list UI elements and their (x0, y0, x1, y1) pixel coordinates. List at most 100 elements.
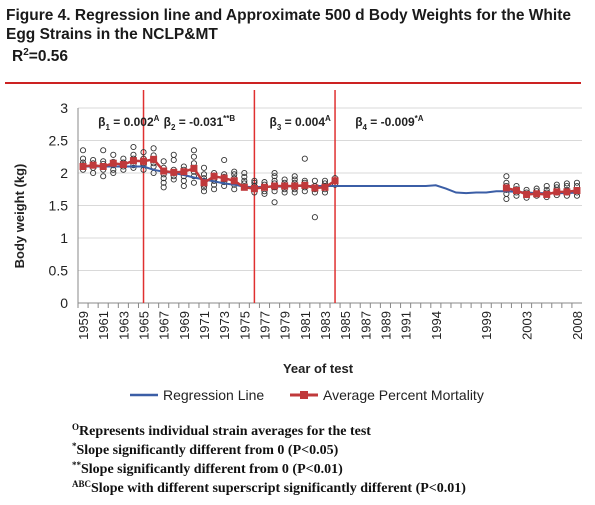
footnote-2: **Slope significantly different from 0 (… (72, 460, 343, 478)
title-divider (5, 82, 581, 84)
strain-point (241, 169, 248, 177)
footnote-2-text: Slope significantly different from 0 (P<… (81, 462, 343, 477)
x-tick-label: 1991 (399, 311, 414, 340)
strain-point (301, 155, 308, 162)
x-tick-label: 1994 (429, 311, 444, 340)
average-marker (533, 190, 541, 198)
average-marker (180, 168, 188, 176)
x-tick-label: 2003 (520, 311, 535, 340)
x-tick-label: 1981 (298, 311, 313, 340)
average-marker (170, 168, 178, 176)
average-marker (119, 161, 127, 169)
legend-average-label: Average Percent Mortality (323, 387, 484, 403)
x-tick-label: 1999 (479, 311, 494, 340)
strain-point (200, 171, 208, 178)
average-marker (281, 182, 289, 190)
strain-point (130, 151, 137, 158)
strain-point (200, 188, 208, 195)
segment-label-beta: β (270, 115, 277, 129)
average-marker (99, 163, 107, 170)
average-marker (291, 182, 299, 190)
x-tick-label: 1965 (137, 311, 152, 340)
y-tick-label: 1 (60, 230, 68, 246)
average-marker (250, 185, 258, 193)
average-marker (230, 177, 238, 185)
x-tick-label: 1985 (338, 311, 353, 340)
segment-label-subscript: 2 (171, 123, 176, 132)
average-marker (200, 179, 208, 187)
x-tick-label: 1987 (358, 311, 373, 340)
average-marker (543, 190, 551, 198)
y-axis-title: Body weight (kg) (12, 164, 27, 269)
x-tick-label: 1989 (378, 311, 393, 340)
strain-point (190, 179, 197, 186)
x-tick-label: 1977 (257, 311, 272, 340)
strain-point (311, 177, 318, 184)
strain-point (100, 147, 107, 154)
average-marker (89, 161, 97, 169)
segment-slope-labels: β1 = 0.002A β2 = -0.031**B β3 = 0.004A β4 =… (98, 114, 424, 132)
strain-point (160, 179, 167, 186)
x-tick-label: 1961 (96, 311, 111, 340)
strain-point (190, 153, 197, 160)
footnote-3-text: Slope with different superscript signifi… (91, 481, 466, 496)
r-squared-label: R2=0.56 (12, 47, 68, 66)
footnote-3-marker: ABC (72, 479, 92, 489)
segment-label-subscript: 3 (277, 123, 282, 132)
strain-average-points (79, 143, 581, 221)
strain-point (140, 149, 147, 156)
segment-label-superscript: *A (415, 114, 424, 123)
segment-label-value: = -0.031 (175, 115, 223, 129)
segment-label-value: = -0.009 (367, 115, 415, 129)
footnote-1: *Slope significantly different from 0 (P… (72, 441, 338, 459)
strain-point (231, 171, 238, 178)
strain-point (261, 190, 268, 197)
x-tick-label: 1967 (157, 311, 172, 340)
segment-label-value: = 0.002 (110, 115, 154, 129)
strain-point (271, 173, 278, 180)
average-marker (220, 174, 228, 182)
average-marker (523, 190, 531, 198)
average-marker (563, 188, 571, 196)
x-tick-label: 1959 (76, 311, 91, 340)
average-marker (240, 183, 248, 191)
strain-point (231, 168, 238, 175)
strain-point (251, 177, 258, 184)
segment-label-value: = 0.004 (281, 115, 325, 129)
strain-point (241, 177, 248, 184)
strain-point (170, 156, 177, 164)
strain-point (543, 182, 550, 190)
strain-point (281, 176, 288, 183)
footnote-0-marker: O (72, 422, 80, 432)
strain-point (291, 173, 298, 180)
average-marker (573, 187, 581, 195)
segment-label-beta: β (355, 115, 362, 129)
series-lines (79, 155, 581, 198)
strain-point (160, 158, 167, 165)
legend: Regression Line Average Percent Mortalit… (130, 387, 484, 403)
strain-point (271, 199, 278, 206)
r-squared-superscript: 2 (23, 47, 29, 58)
average-marker (210, 172, 218, 180)
strain-point (170, 151, 177, 158)
segment-label-subscript: 1 (105, 123, 110, 132)
average-marker (190, 164, 198, 172)
y-tick-label: 0.5 (49, 263, 69, 279)
x-tick-label: 1969 (177, 311, 192, 340)
strain-point (150, 145, 157, 152)
x-tick-label: 1975 (237, 311, 252, 340)
strain-point (79, 147, 87, 154)
r-squared-value: =0.56 (28, 48, 68, 65)
segment-label-superscript: A (154, 114, 160, 123)
y-tick-label: 1.5 (49, 198, 69, 214)
average-marker (140, 157, 148, 165)
strain-point (100, 173, 107, 180)
strain-point (79, 155, 87, 162)
average-marker (79, 163, 87, 170)
y-tick-label: 2.5 (49, 133, 69, 149)
segment-label-4: β4 = -0.009*A (355, 114, 424, 132)
footnote-2-marker: ** (72, 460, 81, 470)
strain-point (110, 151, 117, 158)
footnote-1-text: Slope significantly different from 0 (P<… (76, 443, 339, 458)
segment-breakpoints (142, 90, 336, 303)
